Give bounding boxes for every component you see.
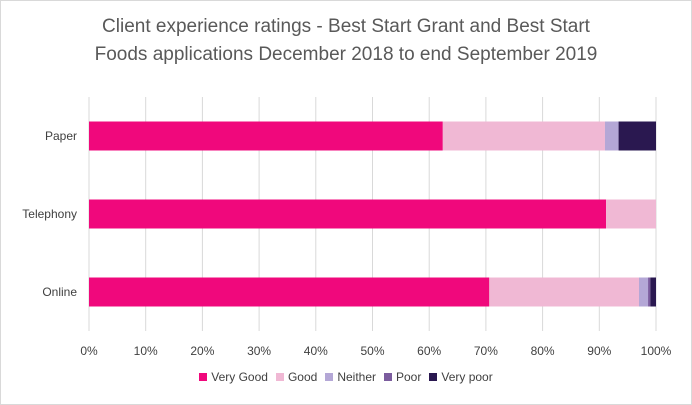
legend-swatch xyxy=(275,373,284,381)
bar-segment xyxy=(89,277,490,307)
x-tick-label: 90% xyxy=(587,344,611,358)
x-tick-label: 0% xyxy=(80,344,98,358)
legend-label: Good xyxy=(287,370,318,384)
x-tick-label: 80% xyxy=(531,344,555,358)
legend-label: Very poor xyxy=(441,370,493,384)
legend-label: Poor xyxy=(396,370,422,384)
legend-label: Very Good xyxy=(211,370,268,384)
chart-title: Client experience ratings - Best Start G… xyxy=(1,13,691,69)
legend-swatch xyxy=(384,373,392,381)
bar-segment xyxy=(618,121,656,151)
bar-segment xyxy=(89,199,607,229)
chart-legend: Very Good Good Neither Poor Very poor xyxy=(1,370,691,384)
bar-segment xyxy=(638,277,649,307)
x-tick-label: 70% xyxy=(474,344,498,358)
y-category-label: Paper xyxy=(45,129,77,143)
legend-item: Neither xyxy=(325,370,376,384)
bar-segment xyxy=(650,277,656,307)
x-tick-label: 50% xyxy=(360,344,384,358)
x-tick-label: 100% xyxy=(641,344,672,358)
legend-swatch xyxy=(325,373,334,381)
legend-item: Very Good xyxy=(199,370,268,384)
bar-segment xyxy=(648,277,651,307)
bar-segment xyxy=(604,121,619,151)
x-tick-label: 40% xyxy=(304,344,328,358)
bar-segment xyxy=(89,121,443,151)
legend-item: Poor xyxy=(384,370,421,384)
y-category-label: Online xyxy=(42,285,77,299)
legend-item: Good xyxy=(275,370,318,384)
x-tick-label: 30% xyxy=(247,344,271,358)
x-tick-label: 60% xyxy=(417,344,441,358)
chart-title-line-2: Foods applications December 2018 to end … xyxy=(94,44,598,65)
legend-label: Neither xyxy=(337,370,376,384)
y-category-label: Telephony xyxy=(22,207,77,221)
x-tick-label: 20% xyxy=(190,344,214,358)
bar-segment xyxy=(442,121,605,151)
chart-title-line-1: Client experience ratings - Best Start G… xyxy=(102,16,590,37)
x-tick-label: 10% xyxy=(134,344,158,358)
legend-item: Very poor xyxy=(429,370,493,384)
legend-swatch xyxy=(199,373,208,381)
bar-segment xyxy=(606,199,656,229)
bar-segment xyxy=(489,277,639,307)
legend-swatch xyxy=(429,373,438,381)
